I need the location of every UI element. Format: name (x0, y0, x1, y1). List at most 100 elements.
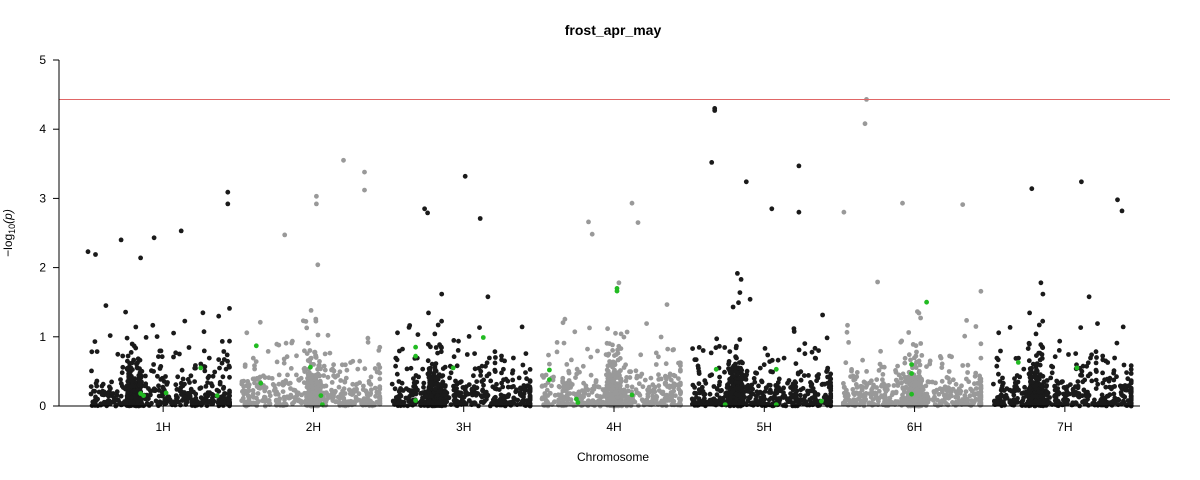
snp-point (219, 360, 225, 366)
snp-point (432, 386, 438, 392)
snp-point (490, 401, 496, 407)
notable-snp-point (862, 121, 868, 127)
snp-point (763, 385, 769, 391)
snp-point (262, 396, 268, 402)
snp-point (614, 372, 620, 378)
snp-point (307, 399, 313, 404)
snp-point (428, 369, 433, 375)
snp-point (824, 398, 830, 404)
snp-point (614, 395, 620, 400)
snp-point (158, 364, 164, 369)
snp-point (122, 399, 128, 404)
snp-point (1014, 373, 1020, 378)
snp-point (250, 376, 256, 382)
snp-point (916, 379, 922, 385)
snp-point (336, 384, 342, 390)
snp-point (436, 400, 442, 406)
snp-point (501, 366, 506, 372)
snp-point (756, 383, 761, 389)
snp-point (1093, 360, 1099, 366)
snp-point (748, 394, 753, 400)
snp-point (301, 366, 307, 372)
snp-point (162, 396, 168, 402)
snp-point (419, 398, 425, 403)
snp-point (454, 398, 460, 404)
snp-point (207, 398, 213, 404)
snp-point (511, 355, 516, 361)
snp-point (730, 388, 736, 393)
snp-point (629, 384, 635, 390)
snp-point (650, 382, 656, 388)
snp-point (863, 397, 869, 402)
snp-point (623, 378, 629, 384)
snp-point (978, 376, 984, 382)
snp-point (322, 367, 328, 373)
snp-point (221, 386, 226, 391)
snp-point (280, 389, 286, 394)
snp-point (1073, 351, 1079, 356)
snp-point (252, 363, 257, 368)
snp-point (906, 378, 912, 384)
snp-point (1069, 402, 1075, 408)
snp-point (414, 379, 420, 385)
notable-snp-point (225, 189, 231, 195)
snp-point (1079, 368, 1085, 374)
snp-point (201, 329, 207, 335)
snp-point (253, 359, 259, 364)
snp-point (201, 400, 207, 406)
snp-point (399, 380, 405, 386)
snp-point (1075, 379, 1081, 384)
y-axis-label-sub: 10 (7, 224, 17, 234)
snp-point (154, 334, 160, 339)
snp-point (210, 373, 216, 379)
snp-point (210, 392, 216, 398)
snp-point (166, 394, 172, 400)
snp-point (180, 376, 186, 382)
snp-point (1016, 355, 1021, 361)
snp-point (304, 325, 310, 331)
snp-point (1020, 398, 1026, 403)
snp-point (1027, 389, 1033, 395)
snp-point (728, 379, 734, 385)
snp-point (193, 391, 199, 397)
snp-point (545, 393, 551, 398)
snp-point (138, 368, 144, 374)
snp-point (697, 401, 703, 407)
snp-point (854, 370, 860, 375)
snp-point (129, 395, 134, 400)
snp-point (522, 387, 527, 393)
snp-point (898, 376, 904, 381)
snp-point (1076, 394, 1082, 400)
snp-point (325, 374, 331, 380)
snp-point (324, 397, 330, 402)
snp-point (642, 377, 648, 383)
snp-point (1000, 383, 1005, 389)
snp-point (1015, 379, 1021, 385)
snp-point (574, 371, 580, 377)
snp-point (315, 332, 321, 338)
snp-point (472, 366, 478, 372)
snp-point (608, 382, 614, 388)
snp-point (656, 354, 661, 360)
snp-point (718, 388, 723, 394)
snp-point (704, 401, 710, 407)
snp-point (92, 339, 98, 344)
snp-point (499, 380, 504, 386)
snp-point (554, 340, 560, 345)
snp-point (472, 400, 478, 406)
snp-point (469, 387, 475, 393)
snp-point (615, 357, 621, 363)
x-axis-label: Chromosome (577, 450, 649, 464)
snp-point (572, 329, 578, 335)
snp-point (802, 341, 808, 346)
snp-point (608, 387, 614, 393)
highlighted-snp-point (629, 392, 635, 398)
snp-point (150, 322, 156, 328)
snp-point (348, 360, 353, 365)
snp-point (588, 372, 594, 378)
snp-point (753, 370, 758, 376)
snp-point (692, 357, 698, 363)
snp-point (274, 359, 280, 365)
snp-point (148, 388, 153, 394)
snp-point (965, 370, 970, 375)
